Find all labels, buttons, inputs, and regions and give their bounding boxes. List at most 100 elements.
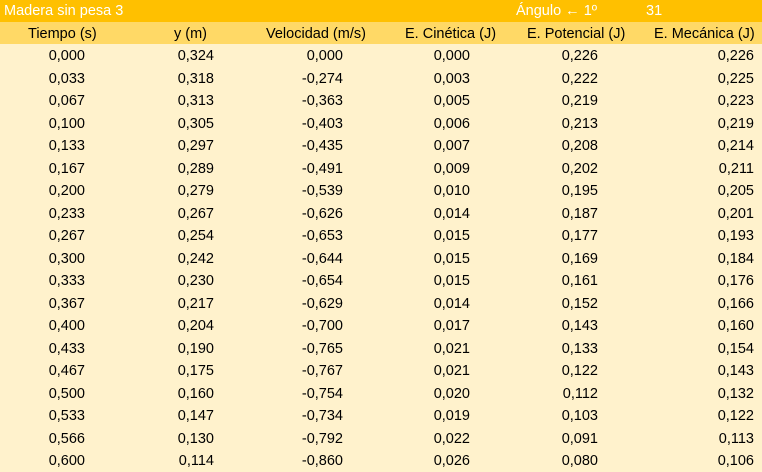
cell-tiempo[interactable]: 0,500 bbox=[48, 385, 85, 402]
cell-e-mecanica[interactable]: 0,176 bbox=[717, 273, 754, 289]
cell-velocidad[interactable]: -0,754 bbox=[301, 385, 343, 402]
cell-y[interactable]: 0,190 bbox=[177, 340, 214, 357]
cell-velocidad[interactable]: -0,539 bbox=[301, 183, 343, 199]
cell-e-mecanica[interactable]: 0,214 bbox=[717, 138, 754, 154]
cell-e-cinetica[interactable]: 0,006 bbox=[433, 115, 470, 132]
cell-e-mecanica[interactable]: 0,143 bbox=[717, 363, 754, 379]
cell-tiempo[interactable]: 0,467 bbox=[48, 363, 85, 379]
cell-e-cinetica[interactable]: 0,021 bbox=[433, 340, 470, 357]
cell-e-potencial[interactable]: 0,226 bbox=[561, 48, 598, 64]
cell-y[interactable]: 0,230 bbox=[177, 273, 214, 289]
cell-velocidad[interactable]: 0,000 bbox=[306, 48, 343, 64]
cell-y[interactable]: 0,175 bbox=[177, 363, 214, 379]
cell-velocidad[interactable]: -0,734 bbox=[301, 408, 343, 424]
header-e-potencial[interactable]: E. Potencial (J) bbox=[527, 26, 626, 42]
cell-e-mecanica[interactable]: 0,160 bbox=[717, 318, 754, 334]
cell-e-mecanica[interactable]: 0,219 bbox=[717, 115, 754, 132]
cell-e-cinetica[interactable]: 0,015 bbox=[433, 273, 470, 289]
cell-e-potencial[interactable]: 0,152 bbox=[561, 295, 598, 312]
cell-e-potencial[interactable]: 0,143 bbox=[561, 318, 598, 334]
cell-y[interactable]: 0,267 bbox=[177, 205, 214, 222]
cell-tiempo[interactable]: 0,400 bbox=[48, 318, 85, 334]
cell-velocidad[interactable]: -0,765 bbox=[301, 340, 343, 357]
cell-tiempo[interactable]: 0,167 bbox=[48, 160, 85, 177]
cell-y[interactable]: 0,318 bbox=[177, 70, 214, 87]
cell-velocidad[interactable]: -0,274 bbox=[301, 70, 343, 87]
cell-tiempo[interactable]: 0,600 bbox=[48, 453, 85, 469]
cell-velocidad[interactable]: -0,792 bbox=[301, 430, 343, 447]
cell-e-cinetica[interactable]: 0,015 bbox=[433, 228, 470, 244]
sheet-title-cell[interactable]: Madera sin pesa 3 bbox=[4, 3, 124, 19]
cell-y[interactable]: 0,254 bbox=[177, 228, 214, 244]
cell-e-mecanica[interactable]: 0,205 bbox=[717, 183, 754, 199]
cell-y[interactable]: 0,160 bbox=[177, 385, 214, 402]
cell-velocidad[interactable]: -0,653 bbox=[301, 228, 343, 244]
angle-label-cell[interactable]: Ángulo ← 1º bbox=[516, 3, 598, 19]
cell-tiempo[interactable]: 0,566 bbox=[48, 430, 85, 447]
cell-y[interactable]: 0,279 bbox=[177, 183, 214, 199]
cell-y[interactable]: 0,114 bbox=[178, 453, 214, 469]
cell-e-potencial[interactable]: 0,080 bbox=[561, 453, 598, 469]
cell-e-potencial[interactable]: 0,202 bbox=[561, 160, 598, 177]
cell-y[interactable]: 0,305 bbox=[177, 115, 214, 132]
cell-e-cinetica[interactable]: 0,010 bbox=[433, 183, 470, 199]
cell-tiempo[interactable]: 0,333 bbox=[48, 273, 85, 289]
cell-e-mecanica[interactable]: 0,106 bbox=[717, 453, 754, 469]
cell-e-potencial[interactable]: 0,091 bbox=[561, 430, 598, 447]
cell-velocidad[interactable]: -0,629 bbox=[301, 295, 343, 312]
cell-tiempo[interactable]: 0,000 bbox=[48, 48, 85, 64]
cell-e-mecanica[interactable]: 0,166 bbox=[717, 295, 754, 312]
cell-tiempo[interactable]: 0,133 bbox=[48, 138, 85, 154]
cell-e-mecanica[interactable]: 0,154 bbox=[717, 340, 754, 357]
cell-e-potencial[interactable]: 0,103 bbox=[561, 408, 598, 424]
cell-e-cinetica[interactable]: 0,005 bbox=[433, 93, 470, 109]
cell-velocidad[interactable]: -0,491 bbox=[301, 160, 343, 177]
cell-e-potencial[interactable]: 0,222 bbox=[561, 70, 598, 87]
cell-e-cinetica[interactable]: 0,014 bbox=[433, 295, 470, 312]
cell-e-mecanica[interactable]: 0,132 bbox=[717, 385, 754, 402]
cell-velocidad[interactable]: -0,700 bbox=[301, 318, 343, 334]
cell-e-mecanica[interactable]: 0,211 bbox=[718, 160, 754, 177]
cell-velocidad[interactable]: -0,860 bbox=[301, 453, 343, 469]
cell-tiempo[interactable]: 0,200 bbox=[48, 183, 85, 199]
angle-value-cell[interactable]: 31 bbox=[646, 3, 663, 19]
cell-e-cinetica[interactable]: 0,026 bbox=[433, 453, 470, 469]
cell-tiempo[interactable]: 0,300 bbox=[48, 250, 85, 267]
cell-e-cinetica[interactable]: 0,022 bbox=[433, 430, 470, 447]
cell-y[interactable]: 0,147 bbox=[177, 408, 214, 424]
cell-e-potencial[interactable]: 0,133 bbox=[561, 340, 598, 357]
cell-e-cinetica[interactable]: 0,009 bbox=[433, 160, 470, 177]
header-tiempo[interactable]: Tiempo (s) bbox=[28, 26, 97, 42]
header-e-mecanica[interactable]: E. Mecánica (J) bbox=[654, 26, 755, 42]
cell-tiempo[interactable]: 0,233 bbox=[48, 205, 85, 222]
cell-e-potencial[interactable]: 0,112 bbox=[562, 385, 598, 402]
cell-y[interactable]: 0,204 bbox=[177, 318, 214, 334]
cell-tiempo[interactable]: 0,267 bbox=[48, 228, 85, 244]
cell-e-potencial[interactable]: 0,187 bbox=[561, 205, 598, 222]
cell-tiempo[interactable]: 0,433 bbox=[48, 340, 85, 357]
cell-velocidad[interactable]: -0,435 bbox=[301, 138, 343, 154]
cell-e-potencial[interactable]: 0,219 bbox=[561, 93, 598, 109]
cell-e-cinetica[interactable]: 0,021 bbox=[433, 363, 470, 379]
header-velocidad[interactable]: Velocidad (m/s) bbox=[266, 26, 366, 42]
cell-y[interactable]: 0,242 bbox=[177, 250, 214, 267]
cell-e-mecanica[interactable]: 0,223 bbox=[717, 93, 754, 109]
cell-velocidad[interactable]: -0,654 bbox=[301, 273, 343, 289]
cell-y[interactable]: 0,289 bbox=[177, 160, 214, 177]
cell-e-cinetica[interactable]: 0,015 bbox=[433, 250, 470, 267]
cell-velocidad[interactable]: -0,403 bbox=[301, 115, 343, 132]
cell-e-mecanica[interactable]: 0,193 bbox=[717, 228, 754, 244]
cell-e-mecanica[interactable]: 0,184 bbox=[717, 250, 754, 267]
cell-e-potencial[interactable]: 0,213 bbox=[561, 115, 598, 132]
cell-e-potencial[interactable]: 0,177 bbox=[561, 228, 598, 244]
cell-e-mecanica[interactable]: 0,226 bbox=[717, 48, 754, 64]
cell-y[interactable]: 0,217 bbox=[177, 295, 214, 312]
cell-velocidad[interactable]: -0,363 bbox=[301, 93, 343, 109]
cell-y[interactable]: 0,324 bbox=[177, 48, 214, 64]
cell-e-cinetica[interactable]: 0,019 bbox=[433, 408, 470, 424]
cell-e-potencial[interactable]: 0,161 bbox=[561, 273, 598, 289]
header-e-cinetica[interactable]: E. Cinética (J) bbox=[405, 26, 497, 42]
cell-e-potencial[interactable]: 0,208 bbox=[561, 138, 598, 154]
cell-e-cinetica[interactable]: 0,017 bbox=[433, 318, 470, 334]
cell-e-cinetica[interactable]: 0,020 bbox=[433, 385, 470, 402]
